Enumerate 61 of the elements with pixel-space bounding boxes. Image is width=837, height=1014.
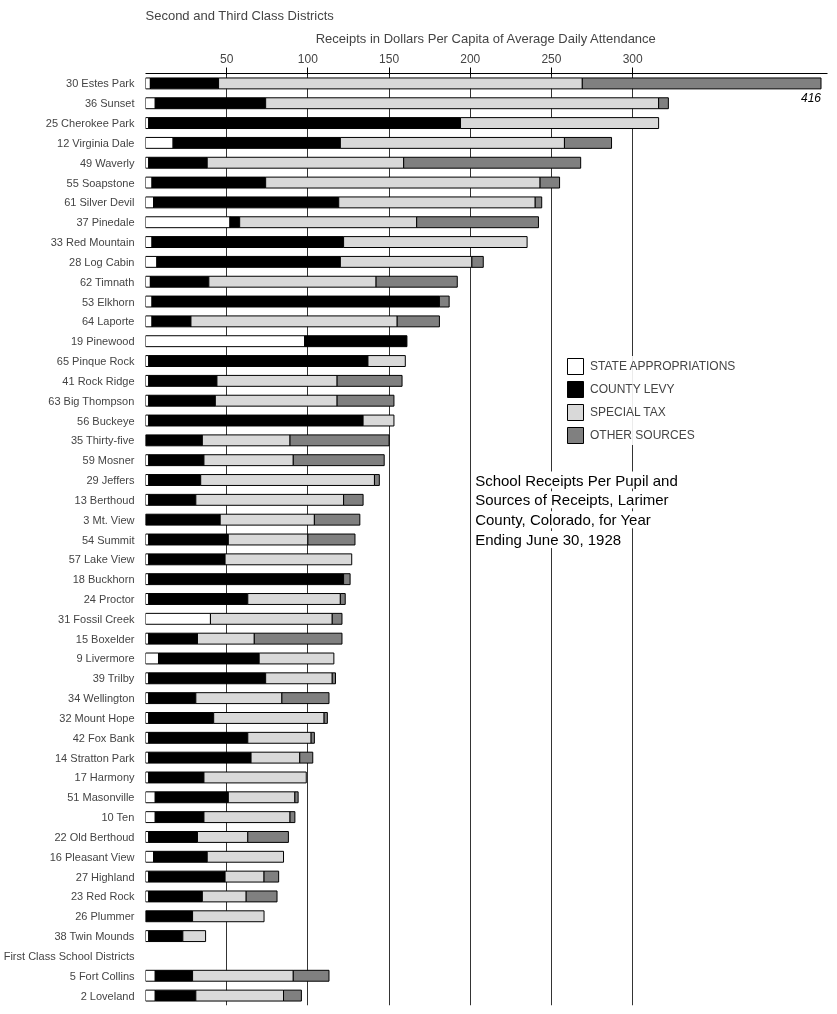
legend-label: SPECIAL TAX — [590, 405, 666, 419]
x-tick-label: 150 — [379, 51, 400, 66]
y-tick-label: 27 Highland — [75, 870, 135, 883]
x-tick-label: 200 — [460, 51, 481, 66]
x-tick-label: 100 — [297, 51, 319, 66]
x-axis-title: Receipts in Dollars Per Capita of Average Daily Attendance — [315, 30, 656, 46]
y-tick-label: 34 Wellington — [68, 692, 135, 705]
legend-label: COUNTY LEVY — [590, 382, 675, 396]
y-tick-label: 19 Pinewood — [70, 335, 135, 348]
y-tick-label: 22 Old Berthoud — [54, 830, 135, 843]
y-tick-label: 31 Fossil Creek — [58, 612, 135, 625]
y-axis-title: Second and Third Class Districts — [145, 7, 335, 23]
y-tick-label: 41 Rock Ridge — [62, 374, 135, 387]
y-tick-label: 54 Summit — [81, 533, 135, 546]
annotation: 416 — [800, 91, 822, 106]
y-tick-label: 57 Lake View — [68, 553, 135, 566]
y-tick-label: 3 Mt. View — [83, 513, 135, 526]
y-tick-label: 65 Pinque Rock — [56, 355, 135, 368]
y-tick-label: 23 Red Rock — [70, 890, 135, 903]
y-tick-label: 62 Timnath — [79, 275, 135, 288]
y-tick-label: 32 Mount Hope — [59, 711, 135, 724]
y-tick-label: 42 Fox Bank — [72, 731, 135, 744]
y-tick-label: 16 Pleasant View — [49, 850, 135, 863]
y-tick-label: 15 Boxelder — [75, 632, 135, 645]
x-tick-label: 50 — [220, 51, 234, 66]
y-tick-label: 61 Silver Devil — [64, 196, 135, 209]
y-tick-label: 14 Stratton Park — [55, 751, 135, 764]
y-tick-label: 38 Twin Mounds — [54, 930, 135, 943]
y-tick-label: 59 Mosner — [82, 454, 135, 467]
y-tick-label: 2 Loveland — [80, 989, 135, 1002]
y-tick-label: 55 Soapstone — [66, 176, 135, 189]
y-tick-label: 28 Log Cabin — [69, 255, 135, 268]
y-tick-label: 35 Thirty-five — [70, 434, 135, 447]
y-tick-label: 26 Plummer — [75, 910, 135, 923]
y-tick-label: 53 Elkhorn — [81, 295, 135, 308]
y-tick-label: 17 Harmony — [74, 771, 135, 784]
y-tick-label: 49 Waverly — [79, 156, 135, 169]
y-tick-label: 37 Pinedale — [76, 216, 135, 229]
y-tick-label: 30 Estes Park — [66, 77, 135, 90]
y-tick-label: 63 Big Thompson — [48, 394, 135, 407]
y-tick-label: 56 Buckeye — [77, 414, 135, 427]
y-tick-label: 64 Laporte — [81, 315, 135, 328]
x-tick-label: 300 — [622, 51, 643, 66]
y-tick-label: 51 Masonville — [67, 791, 135, 804]
y-tick-label: 29 Jeffers — [86, 474, 135, 487]
y-tick-label: 24 Proctor — [83, 592, 135, 605]
x-tick-label: 250 — [541, 51, 562, 66]
y-tick-label: 25 Cherokee Park — [45, 117, 135, 130]
y-tick-label: First Class School Districts — [3, 949, 135, 962]
y-tick-label: 36 Sunset — [84, 97, 135, 110]
text: School Receipts Per Pupil and Sources of Receipts, Larimer County, Colorado, for Year Ending June 30, 1928 — [475, 471, 678, 548]
y-tick-label: 13 Berthoud — [74, 493, 135, 506]
y-tick-label: 18 Buckhorn — [72, 573, 135, 586]
y-tick-label: 39 Trilby — [92, 672, 135, 685]
y-tick-label: 12 Virginia Dale — [57, 136, 135, 149]
legend-label: OTHER SOURCES — [590, 428, 695, 442]
y-tick-label: 9 Livermore — [76, 652, 135, 665]
y-tick-label: 10 Ten — [101, 811, 135, 824]
legend-label: STATE APPROPRIATIONS — [590, 359, 736, 373]
y-tick-label: 5 Fort Collins — [69, 969, 135, 982]
y-tick-label: 33 Red Mountain — [50, 236, 135, 249]
